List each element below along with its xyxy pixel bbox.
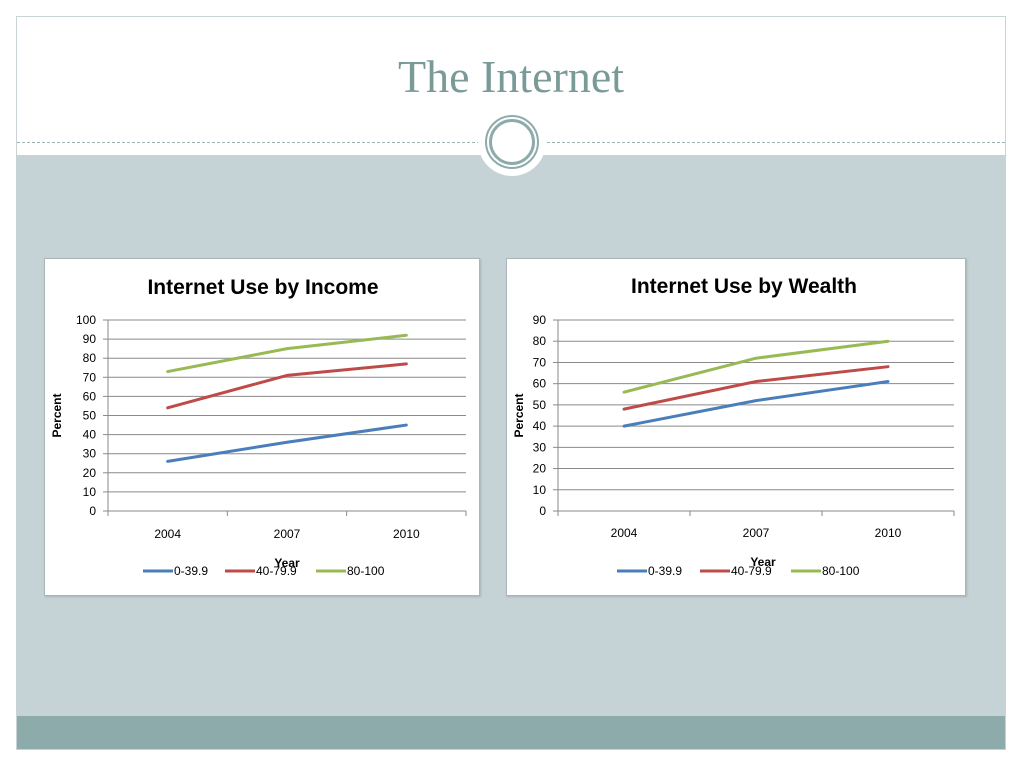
x-tick-label: 2010 (875, 526, 902, 540)
y-axis-title: Percent (512, 393, 526, 437)
y-tick-label: 40 (533, 419, 547, 433)
y-tick-label: 0 (539, 504, 546, 518)
y-axis-title: Percent (50, 393, 64, 437)
x-tick-label: 2010 (393, 527, 420, 541)
x-tick-label: 2004 (154, 527, 181, 541)
legend-label: 40-79.9 (256, 564, 297, 578)
y-tick-label: 40 (83, 428, 97, 442)
y-tick-label: 90 (533, 313, 547, 327)
circle-emblem-ring (485, 115, 539, 169)
x-tick-label: 2007 (743, 526, 770, 540)
y-tick-label: 70 (533, 355, 547, 369)
y-tick-label: 70 (83, 370, 97, 384)
legend-label: 0-39.9 (174, 564, 208, 578)
y-tick-label: 60 (533, 377, 547, 391)
series-line (166, 333, 408, 374)
y-tick-label: 10 (533, 483, 547, 497)
income-chart: Internet Use by Income 0 10 20 30 40 50 60 70 80 9… (44, 258, 480, 596)
y-tick-label: 90 (83, 332, 97, 346)
slide-frame (16, 16, 1006, 750)
series-line (622, 339, 890, 394)
series-line (622, 365, 890, 411)
legend-label: 40-79.9 (731, 564, 772, 578)
series-line (166, 362, 408, 410)
y-tick-label: 50 (533, 398, 547, 412)
y-tick-label: 50 (83, 409, 97, 423)
y-tick-label: 60 (83, 389, 97, 403)
y-tick-label: 20 (83, 466, 97, 480)
legend-label: 0-39.9 (648, 564, 682, 578)
chart-canvas: Internet Use by Wealth 0 10 20 30 40 50 60 70 80 9… (512, 275, 955, 578)
wealth-chart: Internet Use by Wealth 0 10 20 30 40 50 60 70 80 9… (506, 258, 966, 596)
y-tick-label: 0 (89, 504, 96, 518)
y-tick-label: 20 (533, 462, 547, 476)
circle-emblem-inner-ring (489, 119, 535, 165)
y-tick-label: 10 (83, 485, 97, 499)
y-tick-label: 80 (83, 351, 97, 365)
y-tick-label: 30 (533, 440, 547, 454)
y-tick-label: 80 (533, 334, 547, 348)
x-axis-title: Year (750, 555, 776, 569)
x-axis-title: Year (274, 556, 300, 570)
chart-title: Internet Use by Wealth (631, 275, 857, 298)
slide-title: The Internet (397, 51, 625, 102)
legend-label: 80-100 (347, 564, 385, 578)
chart-title: Internet Use by Income (147, 276, 378, 299)
chart-canvas: Internet Use by Income 0 10 20 30 40 50 60 70 80 9… (50, 276, 467, 578)
x-tick-label: 2004 (611, 526, 638, 540)
footer-band (17, 716, 1005, 749)
series-line (622, 380, 890, 428)
y-tick-label: 100 (76, 313, 96, 327)
x-tick-label: 2007 (274, 527, 301, 541)
y-tick-label: 30 (83, 447, 97, 461)
legend-label: 80-100 (822, 564, 860, 578)
series-line (166, 423, 408, 463)
